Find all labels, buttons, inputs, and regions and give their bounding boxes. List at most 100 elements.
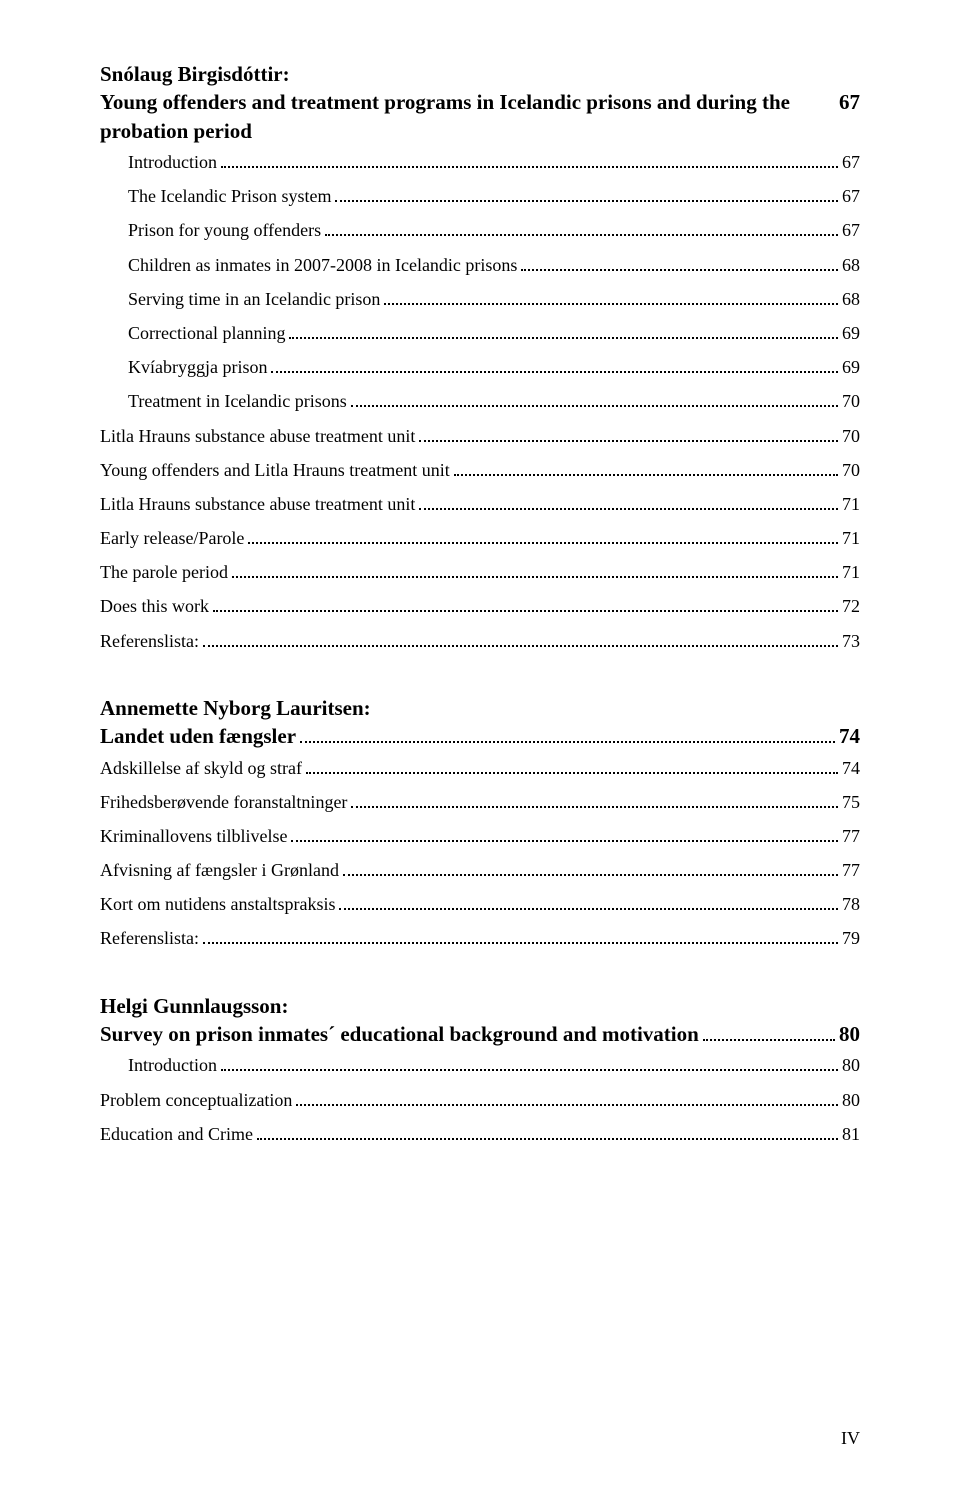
toc-entry: Kort om nutidens anstaltspraksis 78	[100, 887, 860, 921]
dot-leader	[213, 601, 838, 613]
entry-label: Kort om nutidens anstaltspraksis	[100, 887, 335, 921]
toc-entry: Frihedsberøvende foranstaltninger 75	[100, 785, 860, 819]
page-number: 67	[839, 88, 860, 116]
page-footer: IV	[841, 1428, 860, 1449]
toc-entry: Young offenders and Litla Hrauns treatme…	[100, 453, 860, 487]
page-number: 80	[842, 1083, 860, 1117]
author-name: Annemette Nyborg Lauritsen:	[100, 694, 860, 722]
entry-label: Correctional planning	[128, 316, 285, 350]
page-number: 80	[839, 1020, 860, 1048]
page-number: 81	[842, 1117, 860, 1151]
toc-entry: Prison for young offenders 67	[100, 213, 860, 247]
toc-entry: Children as inmates in 2007-2008 in Icel…	[100, 248, 860, 282]
toc-block: Helgi Gunnlaugsson: Survey on prison inm…	[100, 992, 860, 1151]
entry-label: Introduction	[128, 145, 217, 179]
toc-entry: Serving time in an Icelandic prison 68	[100, 282, 860, 316]
page-number: 71	[842, 521, 860, 555]
entry-label: Frihedsberøvende foranstaltninger	[100, 785, 347, 819]
dot-leader	[203, 635, 838, 647]
dot-leader	[339, 898, 838, 910]
toc-entry: Correctional planning 69	[100, 316, 860, 350]
page-number: 71	[842, 487, 860, 521]
entry-label: Litla Hrauns substance abuse treatment u…	[100, 419, 415, 453]
toc-entry: Referenslista:73	[100, 624, 860, 658]
entry-label: Does this work	[100, 589, 209, 623]
dot-leader	[325, 225, 838, 237]
dot-leader	[203, 933, 838, 945]
entry-label: Young offenders and Litla Hrauns treatme…	[100, 453, 450, 487]
toc-page: Snólaug Birgisdóttir: Young offenders an…	[0, 0, 960, 1489]
page-number: 77	[842, 853, 860, 887]
dot-leader	[306, 762, 838, 774]
toc-entry: Does this work 72	[100, 589, 860, 623]
author-name: Helgi Gunnlaugsson:	[100, 992, 860, 1020]
dot-leader	[343, 864, 838, 876]
toc-entry: The parole period 71	[100, 555, 860, 589]
page-number: 67	[842, 213, 860, 247]
entry-label: Problem conceptualization	[100, 1083, 292, 1117]
page-number: 70	[842, 384, 860, 418]
entry-label: Afvisning af fængsler i Grønland	[100, 853, 339, 887]
author-name: Snólaug Birgisdóttir:	[100, 60, 860, 88]
page-number: 67	[842, 179, 860, 213]
page-number: 68	[842, 248, 860, 282]
entry-label: Children as inmates in 2007-2008 in Icel…	[128, 248, 517, 282]
dot-leader	[271, 361, 838, 373]
toc-entry: Kvíabryggja prison69	[100, 350, 860, 384]
dot-leader	[248, 532, 838, 544]
toc-entry: Litla Hrauns substance abuse treatment u…	[100, 487, 860, 521]
toc-entry: The Icelandic Prison system 67	[100, 179, 860, 213]
toc-entry: Introduction67	[100, 145, 860, 179]
dot-leader	[232, 566, 838, 578]
page-number: 69	[842, 350, 860, 384]
toc-entry: Introduction 80	[100, 1048, 860, 1082]
page-number: 70	[842, 453, 860, 487]
entry-label: Adskillelse af skyld og straf	[100, 751, 302, 785]
toc-entry: Treatment in Icelandic prisons70	[100, 384, 860, 418]
toc-title: Young offenders and treatment programs i…	[100, 88, 831, 145]
dot-leader	[384, 293, 838, 305]
entry-label: Education and Crime	[100, 1117, 253, 1151]
dot-leader	[291, 830, 838, 842]
page-number: 75	[842, 785, 860, 819]
dot-leader	[257, 1128, 838, 1140]
toc-entry: Education and Crime 81	[100, 1117, 860, 1151]
toc-title-row: Landet uden fængsler 74	[100, 722, 860, 750]
dot-leader	[351, 395, 838, 407]
page-number: 79	[842, 921, 860, 955]
page-number: 69	[842, 316, 860, 350]
toc-entry: Problem conceptualization 80	[100, 1083, 860, 1117]
dot-leader	[296, 1094, 838, 1106]
page-number: 80	[842, 1048, 860, 1082]
page-number: 72	[842, 589, 860, 623]
page-number: 74	[842, 751, 860, 785]
toc-entry: Afvisning af fængsler i Grønland 77	[100, 853, 860, 887]
entry-label: Prison for young offenders	[128, 213, 321, 247]
page-number: 71	[842, 555, 860, 589]
page-number: 68	[842, 282, 860, 316]
dot-leader	[454, 464, 838, 476]
entry-label: Litla Hrauns substance abuse treatment u…	[100, 487, 415, 521]
toc-block: Annemette Nyborg Lauritsen: Landet uden …	[100, 694, 860, 956]
toc-title: Landet uden fængsler	[100, 722, 296, 750]
toc-title-row: Young offenders and treatment programs i…	[100, 88, 860, 145]
page-number: 78	[842, 887, 860, 921]
entry-label: The parole period	[100, 555, 228, 589]
toc-title-row: Survey on prison inmates´ educational ba…	[100, 1020, 860, 1048]
entry-label: Introduction	[128, 1048, 217, 1082]
dot-leader	[300, 730, 835, 744]
toc-entry: Referenslista:79	[100, 921, 860, 955]
entry-label: Early release/Parole	[100, 521, 244, 555]
toc-entry: Kriminallovens tilblivelse77	[100, 819, 860, 853]
dot-leader	[221, 1059, 838, 1071]
dot-leader	[419, 498, 838, 510]
toc-entry: Early release/Parole 71	[100, 521, 860, 555]
dot-leader	[703, 1027, 835, 1041]
toc-block: Snólaug Birgisdóttir: Young offenders an…	[100, 60, 860, 658]
page-number: 73	[842, 624, 860, 658]
dot-leader	[335, 190, 838, 202]
entry-label: Serving time in an Icelandic prison	[128, 282, 380, 316]
entry-label: The Icelandic Prison system	[128, 179, 331, 213]
dot-leader	[221, 156, 838, 168]
page-number: 70	[842, 419, 860, 453]
